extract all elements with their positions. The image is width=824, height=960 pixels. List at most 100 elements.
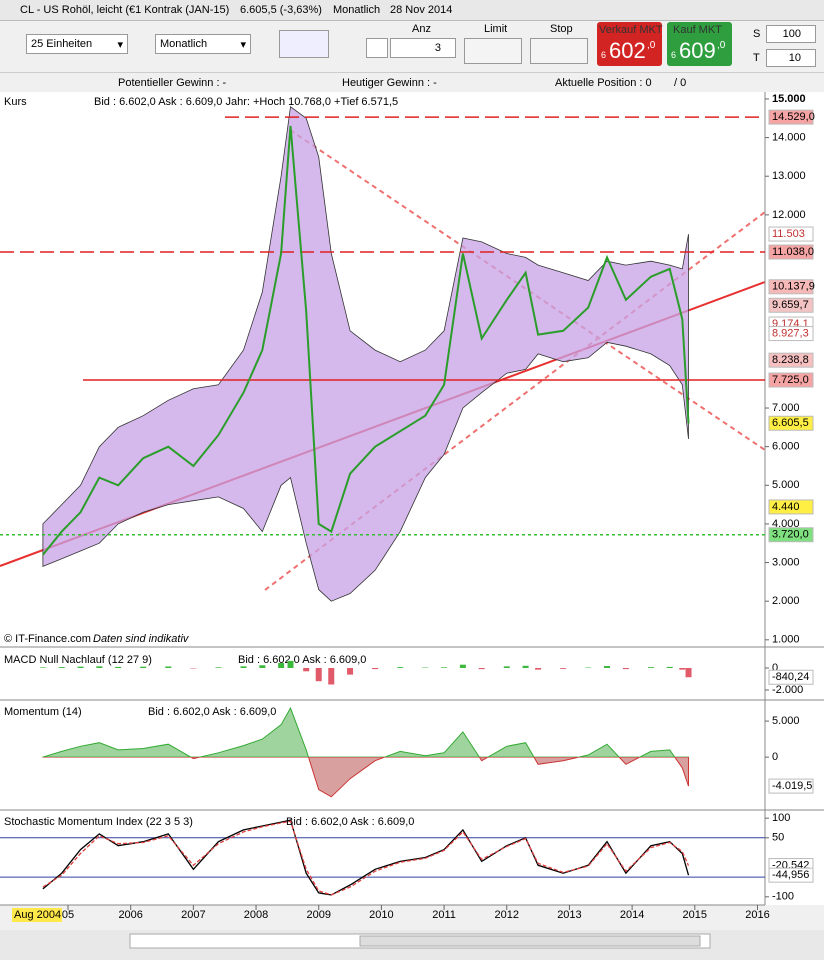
position2: / 0 xyxy=(674,77,687,89)
buy-label: Kauf MKT xyxy=(673,24,722,36)
price-badge xyxy=(768,669,814,685)
macd-bar xyxy=(372,667,379,670)
macd-bar xyxy=(39,667,46,668)
indicator-line xyxy=(42,819,690,896)
y-tick-label: -100 xyxy=(772,891,794,903)
x-tick-label: 2013 xyxy=(557,909,581,921)
buy-big: 609 xyxy=(679,38,716,63)
panel-title: Kurs xyxy=(4,96,27,108)
price-badge xyxy=(768,415,814,431)
instrument: CL - US Rohöl, leicht (€1 Kontrak (JAN-1… xyxy=(20,4,230,16)
t-value: 10 xyxy=(788,52,801,64)
chart-style-button[interactable] xyxy=(279,30,329,58)
price-badge-label: 10.137,9 xyxy=(772,281,815,293)
stop-label: Stop xyxy=(550,23,573,35)
anz-input[interactable]: 3 xyxy=(390,38,456,58)
units: 25 Einheiten xyxy=(31,38,93,50)
price-badge-label: 9.659,7 xyxy=(772,299,809,311)
macd-bar xyxy=(58,667,65,668)
price-badge xyxy=(768,352,814,368)
y-tick-label: 5.000 xyxy=(772,479,800,491)
macd-bar xyxy=(666,666,673,668)
anz: 3 xyxy=(434,42,441,54)
bollinger-band xyxy=(42,105,689,602)
y-tick-label: 3.000 xyxy=(772,556,800,568)
units-select[interactable]: 25 Einheiten ▾ xyxy=(26,34,128,54)
s-label: S xyxy=(753,28,761,40)
anz-label: Anz xyxy=(412,23,431,35)
macd-bar xyxy=(215,667,222,668)
macd-bar xyxy=(240,666,247,668)
x-tick-label: 2012 xyxy=(495,909,519,921)
macd-bar xyxy=(77,666,84,668)
sell-label: Verkauf MKT xyxy=(599,24,663,36)
price-badge-label: 7.725,0 xyxy=(772,374,809,386)
macd-bar xyxy=(259,665,266,668)
y-tick-label: 13.000 xyxy=(772,170,806,182)
panel-title: Momentum (14) xyxy=(4,706,82,718)
price-badge xyxy=(768,372,814,388)
price: 6.605,5 (-3,63%) xyxy=(240,4,322,16)
sell-dec: ,0 xyxy=(647,40,656,51)
macd-bar xyxy=(165,666,172,668)
price-badge xyxy=(768,109,814,125)
y-tick-label: 12.000 xyxy=(772,209,806,221)
y-tick-label: 0 xyxy=(772,751,778,763)
y-tick-label: -2.000 xyxy=(772,684,803,696)
price-badge-label: -44,956 xyxy=(772,869,809,881)
price-badge-label: 11.038,0 xyxy=(772,246,814,258)
t-label: T xyxy=(753,52,760,64)
price-badge-label: 6.605,5 xyxy=(772,417,809,429)
indicator-line xyxy=(42,820,690,896)
macd-bar xyxy=(685,667,692,678)
sell-button[interactable]: Verkauf MKT 6 602 ,0 xyxy=(597,22,663,66)
macd-bar xyxy=(622,667,629,670)
panel-info: Bid : 6.602,0 Ask : 6.609,0 xyxy=(238,654,366,666)
macd-bar xyxy=(328,667,335,685)
macd-bar xyxy=(503,666,510,668)
settings-button[interactable] xyxy=(366,38,388,58)
x-tick-label: 2009 xyxy=(306,909,330,921)
t-input[interactable]: 10 xyxy=(766,49,816,67)
panel-info: Bid : 6.602,0 Ask : 6.609,0 xyxy=(286,816,414,828)
price-badge xyxy=(768,778,814,794)
x-tick-label: 2016 xyxy=(745,909,769,921)
macd-bar xyxy=(278,663,285,668)
scroll-thumb[interactable] xyxy=(359,935,701,947)
price-badge xyxy=(768,226,814,242)
s-value: 100 xyxy=(782,28,801,40)
macd-bar xyxy=(397,667,404,668)
momentum-area-pos xyxy=(41,706,690,758)
y-tick-label: 50 xyxy=(772,832,784,844)
interval-select[interactable]: Monatlich ▾ xyxy=(155,34,251,54)
s-input[interactable]: 100 xyxy=(766,25,816,43)
buy-button[interactable]: Kauf MKT 6 609 ,0 xyxy=(667,22,732,66)
price-badge xyxy=(768,499,814,515)
macd-bar xyxy=(303,667,310,672)
price-badge-label: 4.440 xyxy=(772,501,800,513)
x-tick-label: 05 xyxy=(62,909,74,921)
y-tick-label: 4.000 xyxy=(772,518,800,530)
price-badge xyxy=(768,867,814,883)
x-tick-label: 2006 xyxy=(118,909,142,921)
price-badge xyxy=(768,326,814,342)
macd-bar xyxy=(96,666,103,668)
stop-buttons[interactable] xyxy=(530,38,588,64)
x-tick-label: 2011 xyxy=(432,909,456,921)
price-badge xyxy=(768,527,814,543)
status-bar: Potentieller Gewinn : - Heutiger Gewinn … xyxy=(0,72,824,93)
macd-bar xyxy=(115,666,122,668)
momentum-area-neg xyxy=(42,757,690,798)
limit-buttons[interactable] xyxy=(464,38,522,64)
y-tick-label: 14.000 xyxy=(772,131,806,143)
buy-small: 6 xyxy=(671,50,677,60)
note: Daten sind indikativ xyxy=(93,633,190,645)
price-badge xyxy=(768,244,814,260)
sell-big: 602 xyxy=(609,38,646,63)
sell-small: 6 xyxy=(601,50,607,60)
x-tick-label: 2008 xyxy=(244,909,268,921)
source: © IT-Finance.com xyxy=(4,633,91,645)
macd-bar xyxy=(560,667,567,669)
